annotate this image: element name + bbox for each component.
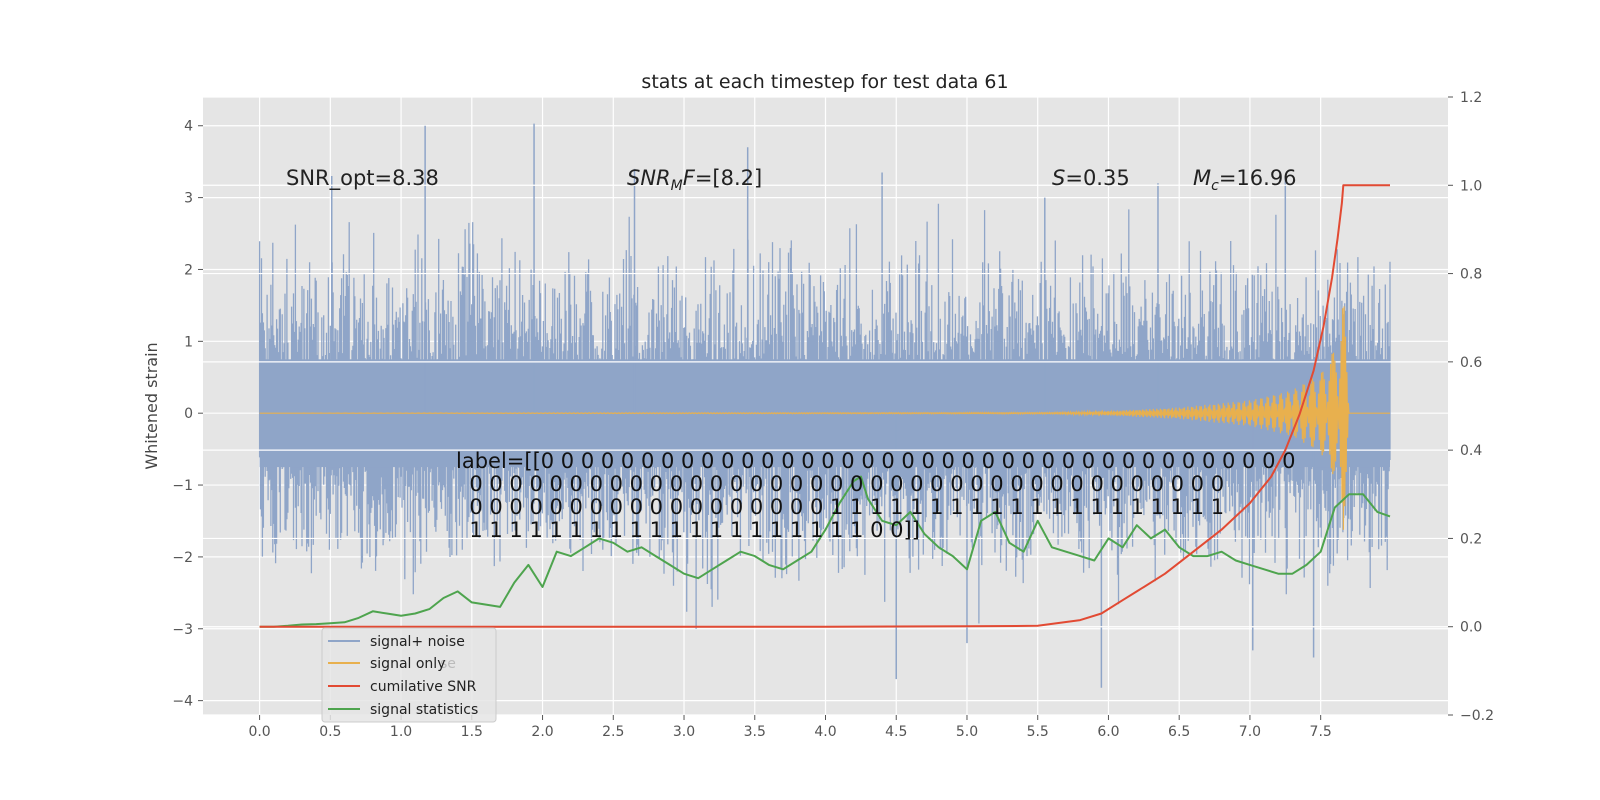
annotation-snr-opt: SNR_opt=8.38 bbox=[286, 166, 439, 191]
annotation-mc: Mc=16.96 bbox=[1193, 166, 1297, 194]
signal-statistics-line bbox=[259, 475, 1391, 628]
y2-tick-label: −0.2 bbox=[1460, 708, 1494, 724]
snr-mf-name: SNR bbox=[627, 166, 671, 190]
x-tick-label: 0.5 bbox=[319, 724, 341, 740]
y-tick-label: −1 bbox=[172, 478, 193, 494]
x-tick-label: 7.5 bbox=[1310, 724, 1332, 740]
x-tick-label: 0.0 bbox=[248, 724, 270, 740]
y-tick-label: 0 bbox=[184, 406, 193, 422]
legend-label-noise: signal+ noise bbox=[370, 634, 465, 650]
x-tick-label: 6.0 bbox=[1097, 724, 1119, 740]
cumulative-snr-series bbox=[259, 184, 1390, 628]
cumulative-snr-line bbox=[259, 184, 1390, 628]
signal-statistics-series bbox=[259, 475, 1391, 628]
legend-box bbox=[321, 627, 497, 723]
x-tick-label: 3.5 bbox=[744, 724, 766, 740]
mc-value: =16.96 bbox=[1219, 166, 1297, 190]
y-axis-label: Whitened strain bbox=[142, 342, 161, 469]
snr-mf-value: =[8.2] bbox=[695, 166, 762, 190]
snr-mf-subscript: M bbox=[671, 178, 683, 194]
label-line-2: 0 0 0 0 0 0 0 0 0 0 0 0 0 0 0 0 0 0 0 0 … bbox=[456, 472, 1224, 496]
y-tick-label: 4 bbox=[184, 119, 193, 135]
y-tick-label: −2 bbox=[172, 550, 193, 566]
x-tick-label: 4.0 bbox=[814, 724, 836, 740]
y2-tick-label: 0.4 bbox=[1460, 443, 1482, 459]
x-tick-label: 2.0 bbox=[531, 724, 553, 740]
annotation-snr-mf: SNRMF=[8.2] bbox=[627, 166, 762, 194]
y-tick-label: −4 bbox=[172, 694, 193, 710]
legend-label-stats: signal statistics bbox=[370, 702, 478, 718]
y2-tick-label: 1.0 bbox=[1460, 178, 1482, 194]
legend: se signal+ noise signal only cumilative … bbox=[321, 627, 497, 723]
y2-tick-label: 0.2 bbox=[1460, 531, 1482, 547]
snr-mf-f: F bbox=[683, 166, 696, 190]
x-tick-label: 2.5 bbox=[602, 724, 624, 740]
x-tick-label: 4.5 bbox=[885, 724, 907, 740]
label-line-3: 0 0 0 0 0 0 0 0 0 0 0 0 0 0 0 0 0 0 1 1 … bbox=[456, 495, 1224, 519]
signal-only-series bbox=[259, 306, 1390, 530]
chart-title: stats at each timestep for test data 61 bbox=[641, 71, 1008, 93]
x-tick-label: 7.0 bbox=[1239, 724, 1261, 740]
legend-ghost-text: se bbox=[440, 656, 456, 672]
x-tick-label: 5.0 bbox=[956, 724, 978, 740]
y-tick-label: −3 bbox=[172, 622, 193, 638]
x-tick-label: 5.5 bbox=[1027, 724, 1049, 740]
y2-axis-ticks: 1.2 1.0 0.8 0.6 0.4 0.2 0.0 −0.2 bbox=[1448, 90, 1494, 724]
y2-tick-label: 0.6 bbox=[1460, 355, 1482, 371]
y-tick-label: 2 bbox=[184, 262, 193, 278]
mc-subscript: c bbox=[1211, 178, 1219, 194]
y2-tick-label: 0.8 bbox=[1460, 267, 1482, 283]
y2-tick-label: 0.0 bbox=[1460, 620, 1482, 636]
mc-name: M bbox=[1193, 166, 1211, 190]
label-line-1: label=[[0 0 0 0 0 0 0 0 0 0 0 0 0 0 0 0 … bbox=[456, 449, 1295, 473]
label-annotation: label=[[0 0 0 0 0 0 0 0 0 0 0 0 0 0 0 0 … bbox=[456, 449, 1295, 542]
s-value: =0.35 bbox=[1065, 166, 1129, 190]
label-line-4: 1 1 1 1 1 1 1 1 1 1 1 1 1 1 1 1 1 1 1 1 … bbox=[456, 518, 920, 542]
annotation-s: S=0.35 bbox=[1052, 166, 1130, 190]
s-name: S bbox=[1052, 166, 1065, 190]
legend-label-snr: cumilative SNR bbox=[370, 679, 477, 695]
legend-label-signal: signal only bbox=[370, 656, 445, 672]
x-tick-label: 1.0 bbox=[390, 724, 412, 740]
y-axis-ticks: 4 3 2 1 0 −1 −2 −3 −4 bbox=[172, 119, 203, 710]
x-tick-label: 6.5 bbox=[1168, 724, 1190, 740]
y-tick-label: 1 bbox=[184, 334, 193, 350]
y-tick-label: 3 bbox=[184, 191, 193, 207]
y2-tick-label: 1.2 bbox=[1460, 90, 1482, 106]
x-axis-ticks: 0.0 0.5 1.0 1.5 2.0 2.5 3.0 3.5 4.0 4.5 5.0 5.5 6.0 6… bbox=[248, 715, 1332, 740]
signal-only-line bbox=[259, 306, 1390, 530]
x-tick-label: 1.5 bbox=[461, 724, 483, 740]
x-tick-label: 3.0 bbox=[673, 724, 695, 740]
